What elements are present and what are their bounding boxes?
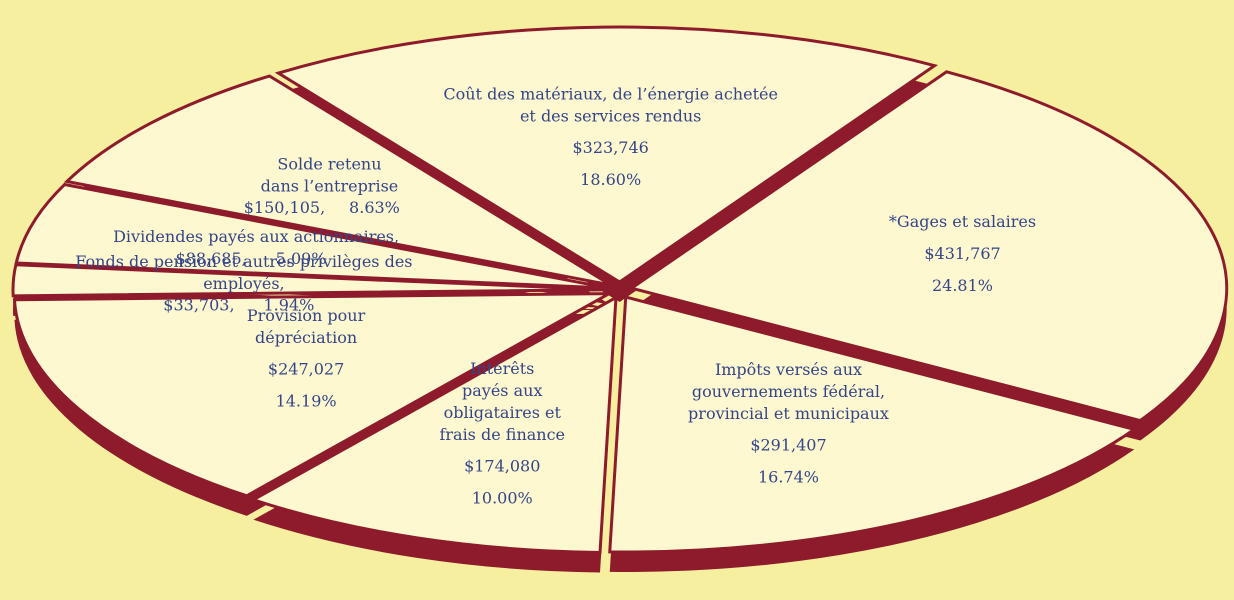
value-label: 10.00% xyxy=(472,488,533,507)
slice xyxy=(11,263,609,298)
slice xyxy=(274,25,939,284)
amount-label: $323,746 xyxy=(572,138,648,157)
slice-label: Dividendes payés aux actionnaires, xyxy=(113,227,399,246)
value-label: 1.94% xyxy=(264,295,315,314)
value-label: 5.09% xyxy=(276,249,327,268)
slice xyxy=(63,74,612,287)
amount-label: $247,027 xyxy=(268,360,344,379)
slice xyxy=(12,292,611,498)
slice-label: Intérêts payés aux obligataires et frais de… xyxy=(439,358,565,443)
amount-label: $150,105, xyxy=(244,198,325,217)
slice xyxy=(628,70,1229,423)
amount-label: $431,767 xyxy=(924,244,1000,263)
value-label: 8.63% xyxy=(349,198,400,217)
value-label: 24.81% xyxy=(932,276,993,295)
amount-label: $291,407 xyxy=(750,435,826,454)
slice xyxy=(14,182,609,290)
slice-label: Fonds de pension et autres privilèges de… xyxy=(75,251,412,292)
slice xyxy=(608,295,1138,554)
slice xyxy=(249,294,618,554)
amount-label: $88,685, xyxy=(175,249,246,268)
amount-label: $174,080 xyxy=(464,456,540,475)
amount-label: $33,703, xyxy=(163,295,234,314)
value-label: 16.74% xyxy=(758,467,819,486)
slice-label: Coût des matériaux, de l’énergie achetée… xyxy=(443,84,778,125)
slice-label: Impôts versés aux gouvernements fédéral, p… xyxy=(688,359,889,422)
slice-label: *Gages et salaires xyxy=(889,212,1036,231)
value-label: 14.19% xyxy=(276,392,337,411)
slice-label: Solde retenu dans l’entreprise xyxy=(261,154,399,195)
slice-label: Provision pour dépréciation xyxy=(247,306,366,347)
value-label: 18.60% xyxy=(580,170,641,189)
